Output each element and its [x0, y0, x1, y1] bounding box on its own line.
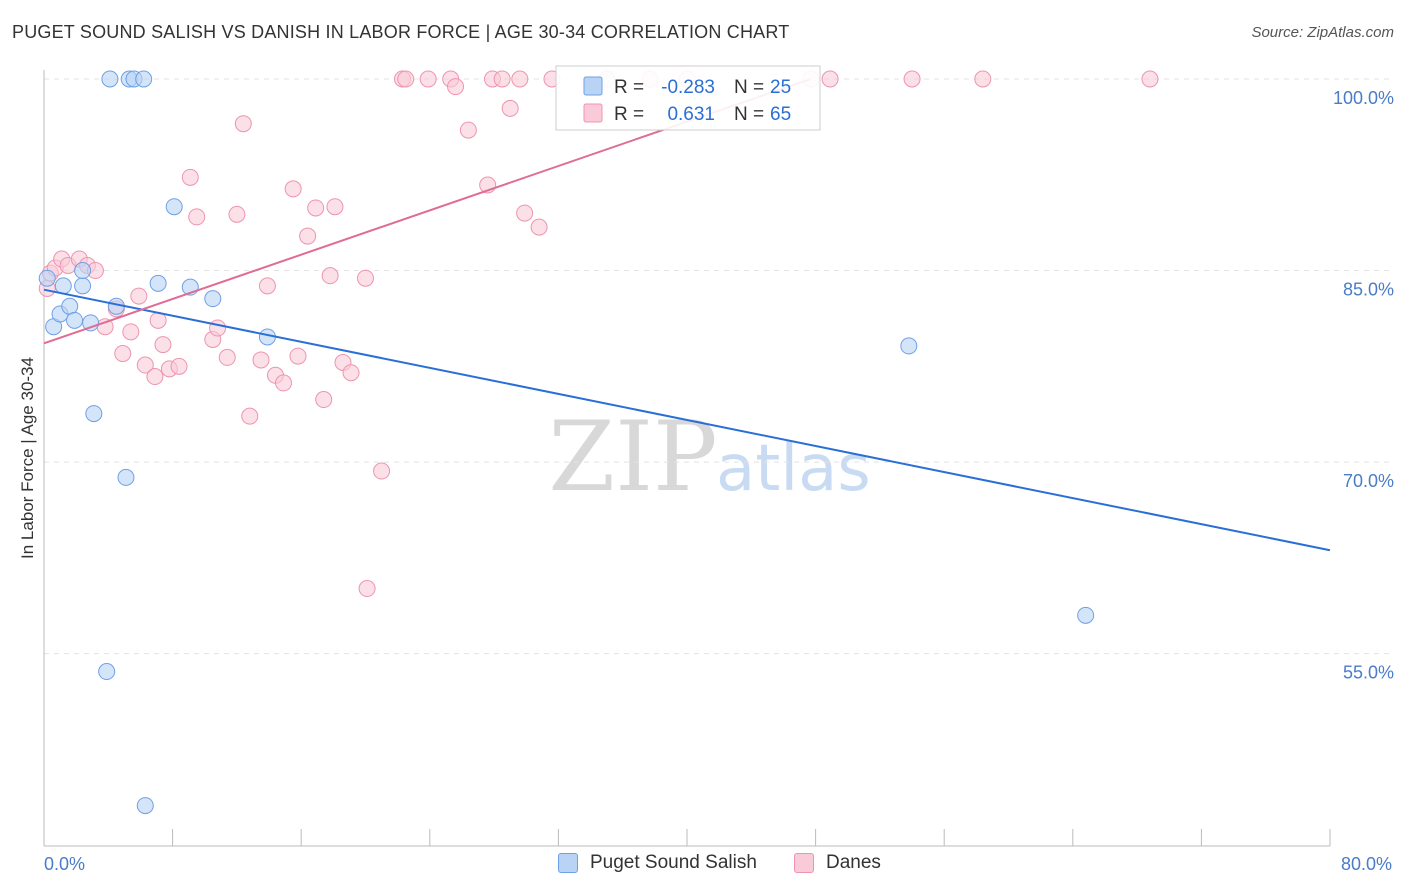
legend-n-value-1: 25	[770, 77, 791, 98]
legend-swatch-danes	[794, 853, 814, 873]
data-point-danes	[511, 70, 529, 88]
axes	[43, 70, 1331, 847]
data-point-danes	[326, 198, 344, 216]
legend-n-label-1: N =	[734, 77, 764, 98]
legend-swatch-puget-sound-salish	[558, 853, 578, 873]
legend-r-label-1: R =	[614, 77, 644, 98]
data-point-danes	[136, 356, 154, 374]
data-point-danes	[974, 70, 992, 88]
series-legend: Puget Sound Salish Danes	[0, 852, 1406, 878]
data-point-puget-sound-salish	[136, 797, 154, 815]
legend-r-value-2: 0.631	[667, 104, 715, 125]
data-point-danes	[307, 199, 325, 217]
series-danes	[38, 70, 1159, 598]
data-point-danes	[357, 269, 374, 287]
data-point-danes	[209, 319, 227, 337]
data-point-puget-sound-salish	[149, 274, 167, 292]
legend-label-danes: Danes	[826, 852, 881, 873]
data-point-danes	[373, 462, 391, 480]
data-point-puget-sound-salish	[98, 663, 116, 681]
data-point-danes	[154, 336, 172, 354]
data-point-danes	[275, 374, 293, 392]
legend-n-label-2: N =	[734, 104, 764, 125]
data-point-danes	[321, 267, 339, 285]
data-point-puget-sound-salish	[74, 277, 92, 295]
data-point-danes	[1141, 70, 1159, 88]
watermark-zip: ZIP	[548, 401, 717, 513]
data-point-puget-sound-salish	[135, 70, 153, 88]
data-point-danes	[358, 580, 376, 598]
data-point-puget-sound-salish	[165, 198, 183, 216]
data-point-danes	[459, 121, 477, 139]
y-tick-label: 100.0%	[1333, 88, 1394, 108]
data-point-puget-sound-salish	[85, 405, 103, 423]
legend-item-danes: Danes	[794, 852, 881, 874]
legend-swatch-pink	[583, 103, 603, 123]
data-point-danes	[397, 70, 415, 88]
data-point-danes	[228, 205, 246, 223]
data-point-danes	[821, 70, 839, 88]
watermark: ZIP atlas	[548, 401, 870, 513]
data-point-puget-sound-salish	[38, 269, 56, 287]
legend-r-value-1: -0.283	[661, 77, 715, 98]
data-point-danes	[493, 70, 511, 88]
legend-item-puget-sound-salish: Puget Sound Salish	[558, 852, 757, 874]
data-point-danes	[188, 208, 206, 226]
data-point-danes	[516, 204, 534, 222]
data-point-danes	[284, 180, 302, 198]
data-point-danes	[501, 99, 519, 117]
data-point-danes	[114, 345, 132, 363]
legend-n-value-2: 65	[770, 104, 791, 125]
data-point-danes	[299, 227, 317, 245]
data-point-danes	[181, 168, 199, 186]
data-point-danes	[903, 70, 921, 88]
x-tick-label-max: 80.0%	[1341, 854, 1392, 874]
data-point-puget-sound-salish	[900, 337, 918, 355]
data-point-puget-sound-salish	[66, 311, 84, 329]
trend-line-puget-sound-salish	[43, 288, 1331, 552]
source-label: Source: ZipAtlas.com	[1251, 24, 1394, 41]
y-tick-label: 70.0%	[1343, 471, 1394, 491]
data-point-danes	[289, 347, 307, 365]
chart-title: PUGET SOUND SALISH VS DANISH IN LABOR FO…	[12, 22, 790, 42]
data-point-puget-sound-salish	[1077, 606, 1095, 624]
data-point-danes	[342, 364, 360, 382]
data-point-danes	[122, 323, 140, 341]
y-tick-label: 85.0%	[1343, 280, 1394, 300]
x-tick-label-min: 0.0%	[44, 854, 85, 874]
data-point-puget-sound-salish	[117, 468, 135, 486]
series-puget-sound-salish	[38, 70, 1095, 815]
data-point-danes	[315, 391, 333, 409]
data-point-danes	[218, 348, 236, 366]
data-point-danes	[258, 277, 276, 295]
y-tick-label: 55.0%	[1343, 663, 1394, 683]
data-point-puget-sound-salish	[204, 290, 222, 308]
data-point-danes	[130, 287, 148, 305]
legend-swatch-blue	[583, 76, 603, 96]
data-point-danes	[234, 115, 252, 133]
data-point-puget-sound-salish	[74, 262, 92, 280]
data-point-danes	[146, 368, 164, 386]
data-point-danes	[419, 70, 437, 88]
data-point-puget-sound-salish	[101, 70, 119, 88]
correlation-legend: R = -0.283 N = 25 R = 0.631 N = 65	[555, 65, 821, 131]
data-point-danes	[530, 218, 548, 236]
gridlines	[44, 78, 1394, 655]
data-point-danes	[170, 357, 188, 375]
data-point-danes	[252, 351, 270, 369]
legend-label-puget-sound-salish: Puget Sound Salish	[590, 852, 757, 873]
y-tick-labels: 55.0% 70.0% 85.0% 100.0%	[1333, 88, 1394, 683]
watermark-atlas: atlas	[716, 432, 871, 506]
data-point-danes	[241, 407, 259, 425]
legend-r-label-2: R =	[614, 104, 644, 125]
x-tick-labels: 0.0% 80.0%	[44, 854, 1392, 874]
data-point-danes	[447, 78, 465, 96]
